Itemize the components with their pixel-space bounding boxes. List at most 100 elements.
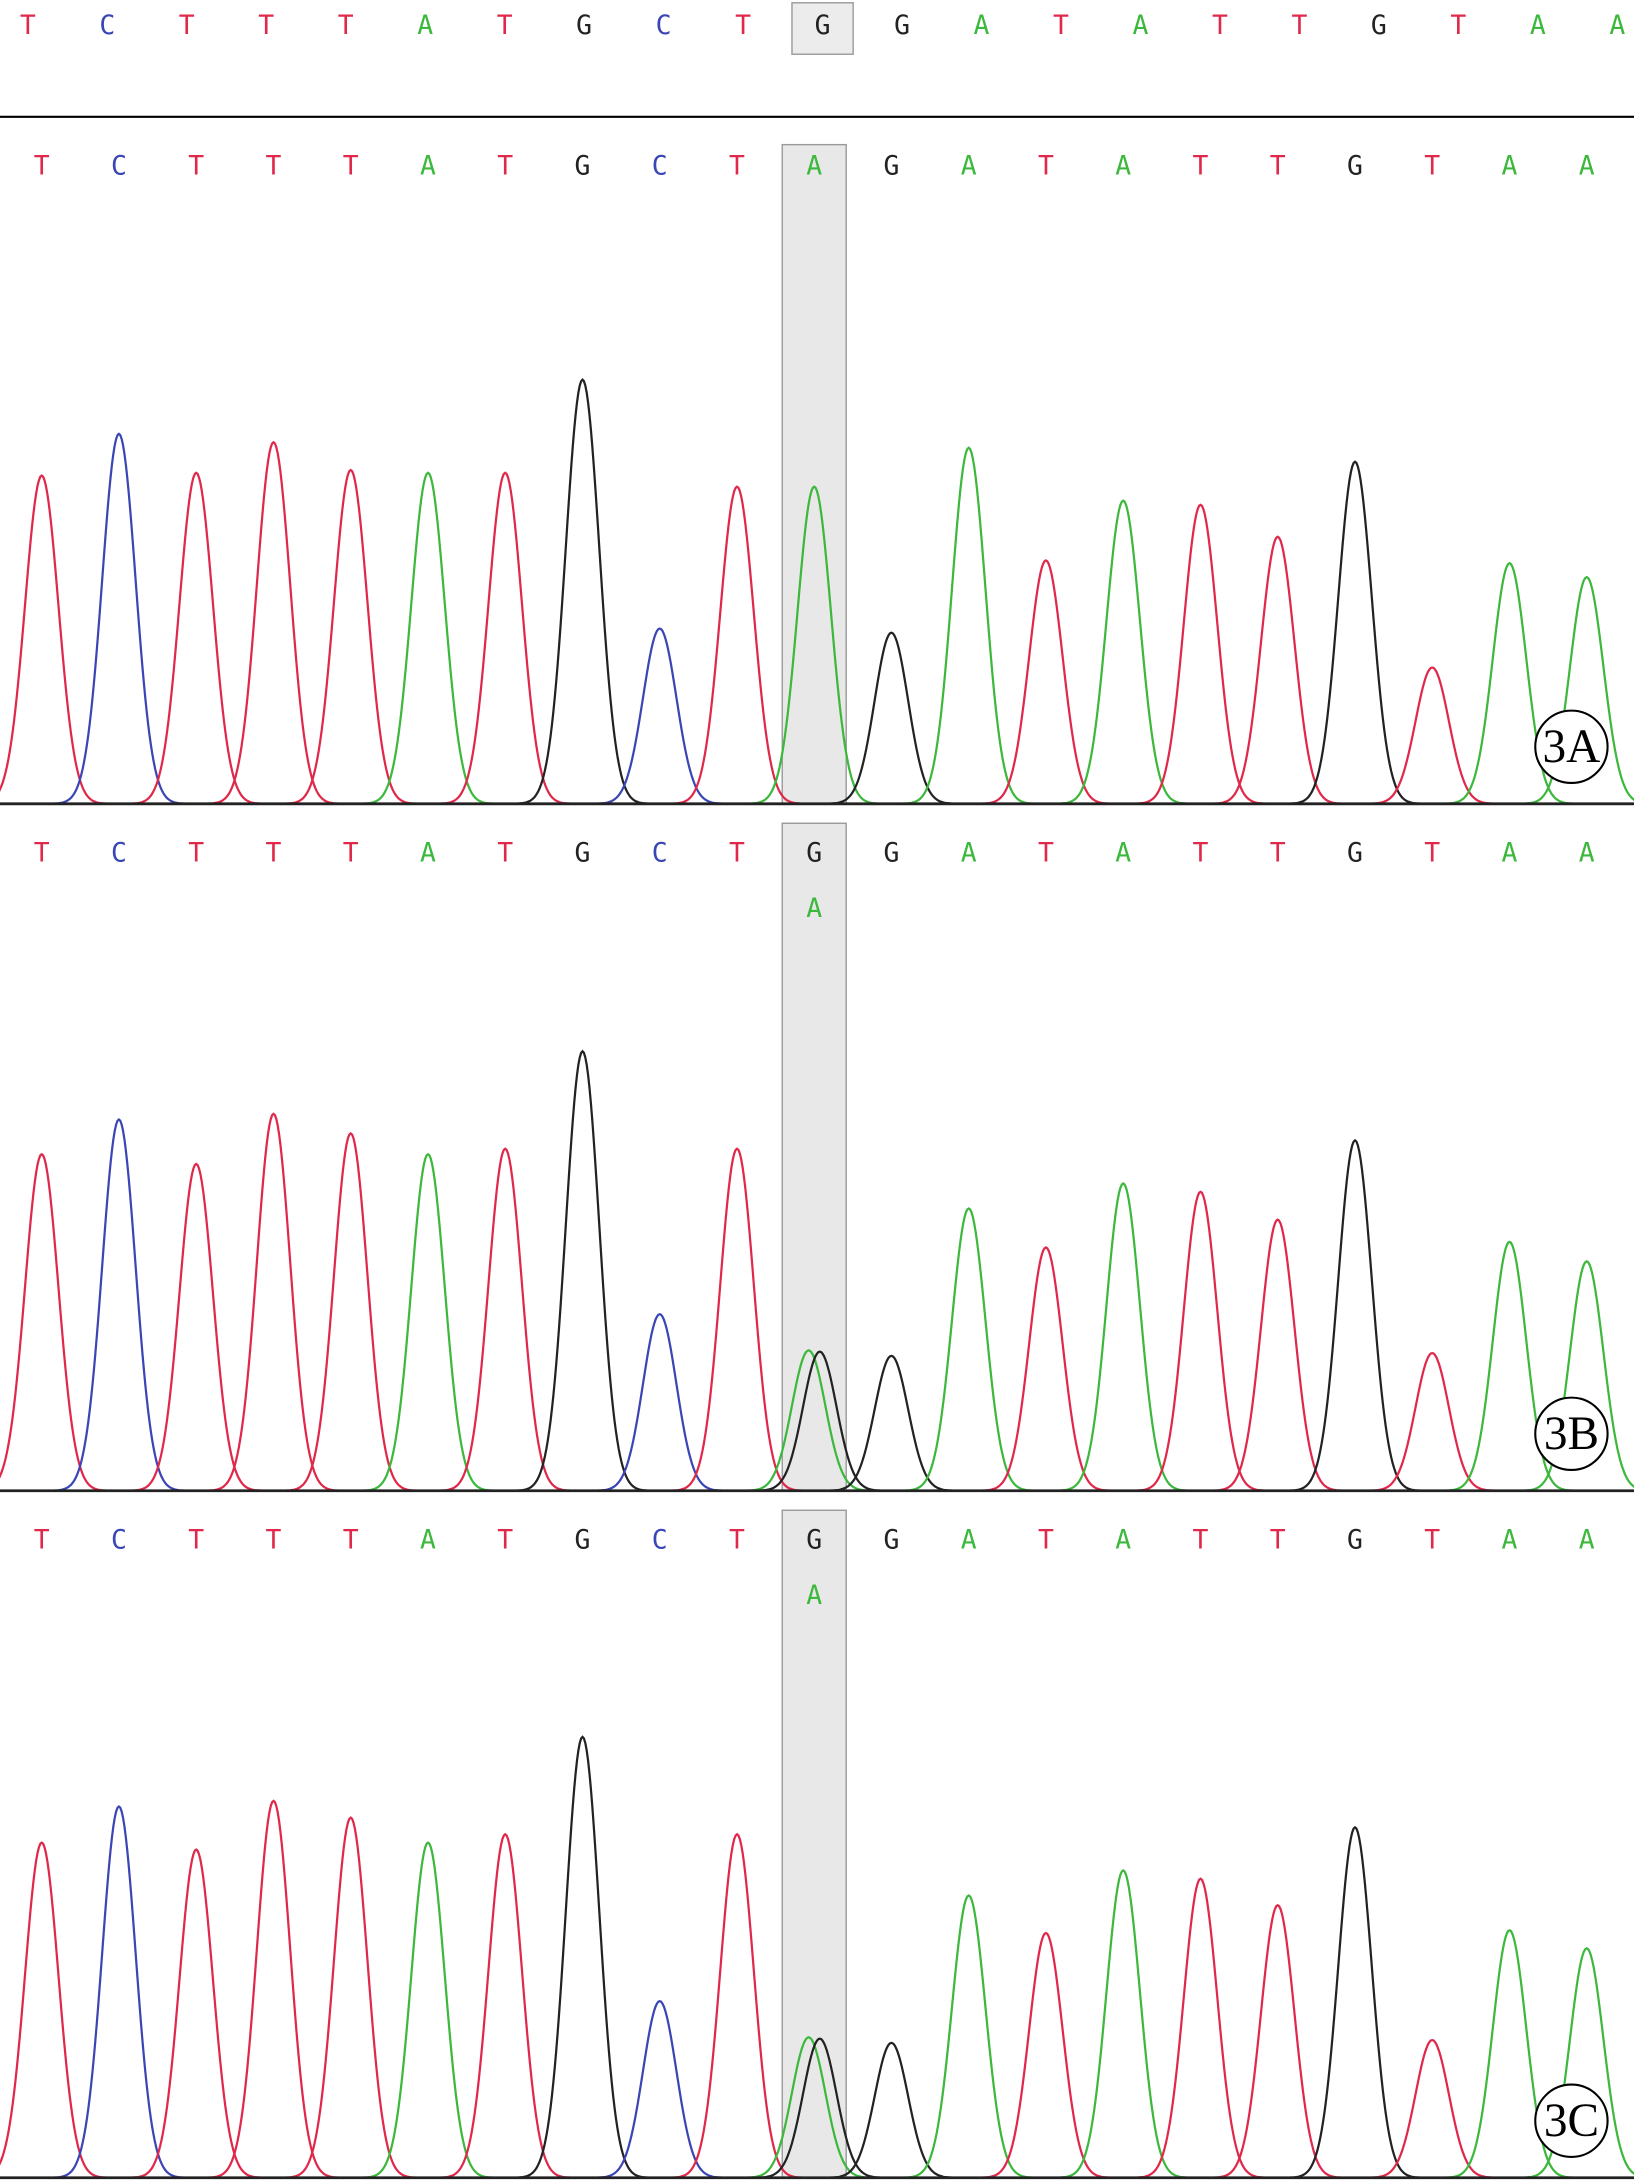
base-call: C [652,150,668,181]
base-call: A [1502,150,1518,181]
base-call: G [815,10,831,41]
panel-label: 3C [1544,2095,1599,2147]
trace-peak [592,627,727,805]
base-call: C [652,1524,668,1555]
base-call: T [1270,837,1286,868]
secondary-call: A [806,1580,822,1611]
base-call: T [497,837,513,868]
trace-peak [361,1152,495,1492]
base-call: G [1347,837,1363,868]
base-call: T [266,837,282,868]
trace-peak [283,1816,418,2179]
base-call: T [729,837,745,868]
base-call: G [884,837,900,868]
trace-peak [438,471,572,805]
base-call: T [497,1524,513,1555]
trace-peak [206,440,341,805]
trace-peak [1365,2038,1499,2179]
trace-peak [52,432,186,805]
panel-label: 3B [1544,1408,1599,1460]
trace-peak [824,631,959,805]
base-call: T [1212,10,1228,41]
trace-peak [129,471,263,805]
base-call: T [188,1524,204,1555]
base-call: T [1193,150,1209,181]
base-call: T [1270,150,1286,181]
panel-label: 3A [1543,721,1601,773]
base-call: C [652,837,668,868]
trace-peak [741,1349,876,1492]
base-call: A [961,150,977,181]
base-call: T [188,150,204,181]
base-call: T [1291,10,1307,41]
panel-badge [1534,2083,1609,2158]
trace-peak [1210,535,1345,805]
base-call: A [1609,10,1625,41]
trace-peak [741,2036,876,2179]
base-call: T [266,1524,282,1555]
base-call: A [961,837,977,868]
base-call: G [575,1524,591,1555]
trace-peak [1133,1877,1268,2179]
base-call: T [1038,150,1054,181]
trace-peak [438,1147,572,1492]
trace-peak [206,1799,341,2179]
trace-peak [1288,460,1422,805]
base-call: C [111,1524,127,1555]
panel-badge [1534,1396,1609,1471]
base-call: A [1115,150,1131,181]
base-call: T [188,837,204,868]
base-call: C [656,10,672,41]
trace-peak [1442,1928,1577,2179]
trace-peak [0,1841,109,2179]
base-call: G [575,150,591,181]
base-call: T [34,1524,50,1555]
trace-peak [1519,575,1634,805]
trace-peak [979,559,1113,805]
trace-peak [361,1841,495,2179]
base-call: G [1347,150,1363,181]
base-call: T [1424,1524,1440,1555]
base-call: G [894,10,910,41]
base-call: T [34,150,50,181]
base-call: T [729,150,745,181]
trace-peak [1056,1182,1190,1492]
trace-peak [901,1207,1036,1492]
base-call: A [974,10,990,41]
trace-peak [901,1894,1036,2179]
trace-peak [283,468,418,805]
highlight-box [781,1509,847,2179]
panel-badge [1534,709,1609,784]
base-call: T [20,10,36,41]
base-call: T [497,10,513,41]
trace-peak [824,1354,959,1492]
base-call: A [1530,10,1546,41]
base-call: T [343,1524,359,1555]
base-call: A [417,10,433,41]
base-call: C [111,150,127,181]
base-call: T [1038,1524,1054,1555]
trace-peak [753,2037,887,2179]
base-call: G [884,1524,900,1555]
base-call: T [1053,10,1069,41]
trace-peak [1365,666,1499,805]
trace-peak [592,1999,727,2179]
base-call: T [729,1524,745,1555]
base-call: G [806,837,822,868]
base-call: T [1424,837,1440,868]
highlight-box [791,2,854,55]
trace-peak [515,1735,650,2179]
base-call: T [179,10,195,41]
base-call: A [1502,837,1518,868]
base-call: T [338,10,354,41]
trace-peak [515,377,650,805]
trace-peak [129,1848,263,2179]
base-call: T [1270,1524,1286,1555]
base-call: T [258,10,274,41]
base-call: A [1133,10,1149,41]
base-call: T [1450,10,1466,41]
trace-peak [1288,1138,1422,1492]
highlight-box [781,822,847,1492]
trace-peak [979,1931,1113,2179]
